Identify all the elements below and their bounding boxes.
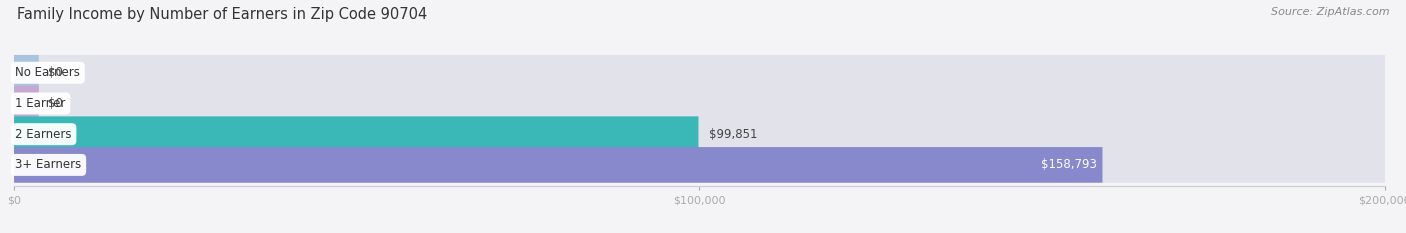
Text: $0: $0	[48, 66, 63, 79]
Text: 2 Earners: 2 Earners	[15, 128, 72, 141]
Text: Family Income by Number of Earners in Zip Code 90704: Family Income by Number of Earners in Zi…	[17, 7, 427, 22]
FancyBboxPatch shape	[14, 55, 1385, 91]
Text: No Earners: No Earners	[15, 66, 80, 79]
Text: $99,851: $99,851	[710, 128, 758, 141]
Text: Source: ZipAtlas.com: Source: ZipAtlas.com	[1271, 7, 1389, 17]
FancyBboxPatch shape	[14, 116, 699, 152]
Text: 1 Earner: 1 Earner	[15, 97, 66, 110]
FancyBboxPatch shape	[14, 116, 1385, 152]
FancyBboxPatch shape	[14, 55, 39, 91]
FancyBboxPatch shape	[14, 86, 39, 121]
Text: $158,793: $158,793	[1040, 158, 1097, 171]
FancyBboxPatch shape	[14, 147, 1102, 183]
FancyBboxPatch shape	[14, 147, 1385, 183]
Text: 3+ Earners: 3+ Earners	[15, 158, 82, 171]
FancyBboxPatch shape	[14, 86, 1385, 121]
Text: $0: $0	[48, 97, 63, 110]
